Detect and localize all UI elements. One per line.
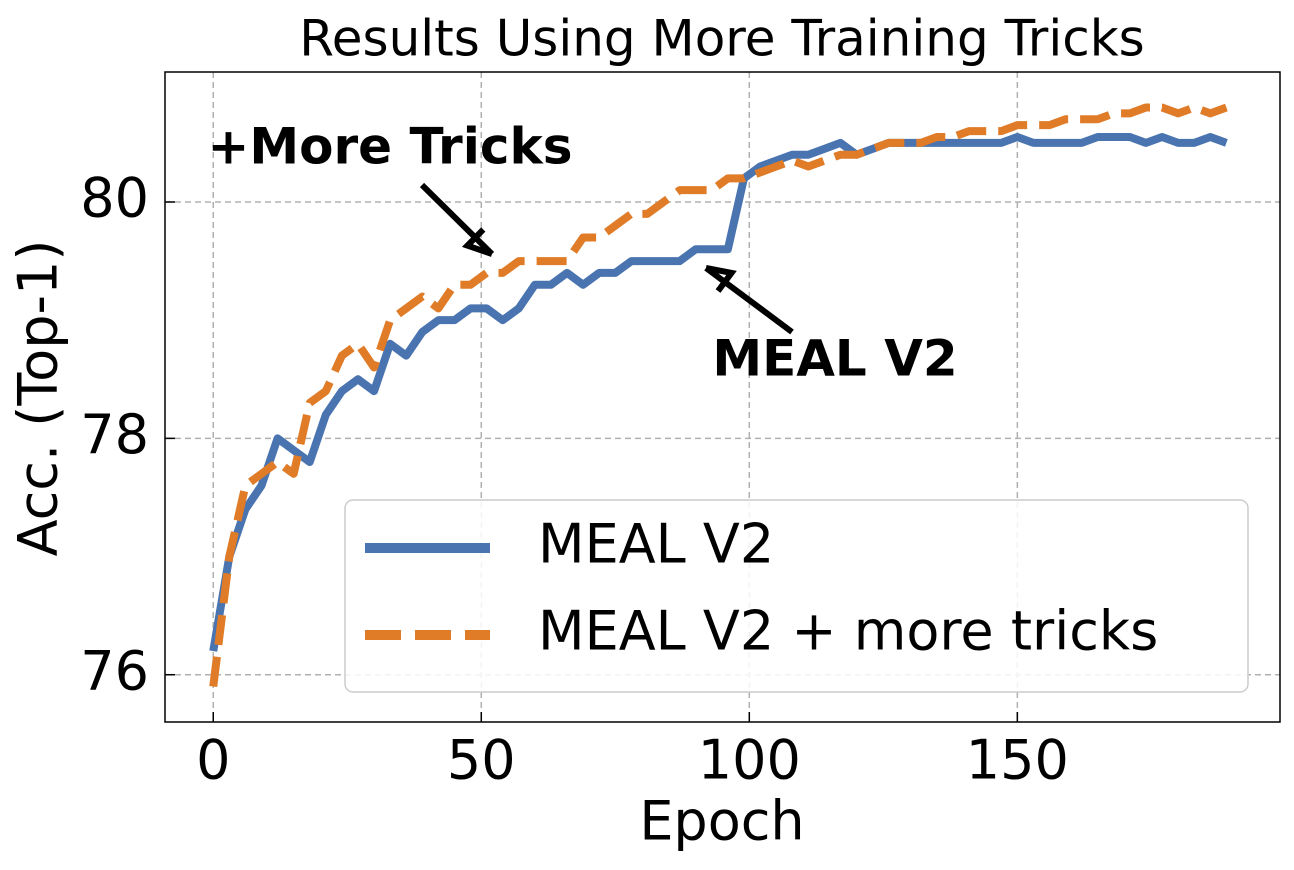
- x-tick-label: 50: [447, 729, 516, 792]
- series-line: [209, 103, 1228, 688]
- annotation-arrow: [704, 265, 794, 335]
- annotation: MEAL V2: [712, 330, 957, 388]
- y-axis-label: Acc. (Top-1): [7, 240, 70, 557]
- legend-box: [344, 499, 1249, 693]
- annotation: +More Tricks: [207, 118, 572, 176]
- legend-label: MEAL V2 + more tricks: [538, 600, 1158, 663]
- y-tick-label: 76: [80, 639, 149, 702]
- x-axis-label: Epoch: [639, 790, 804, 853]
- y-tick-label: 80: [80, 167, 149, 230]
- plot-frame: [164, 71, 1281, 723]
- x-tick-label: 100: [698, 729, 801, 792]
- annotation-arrowhead: [705, 265, 737, 293]
- chart-title: Results Using More Training Tricks: [299, 10, 1144, 68]
- y-tick-label: 78: [80, 403, 149, 466]
- annotation-arrowhead: [461, 227, 493, 257]
- x-tick-label: 150: [966, 729, 1069, 792]
- legend-label: MEAL V2: [538, 513, 774, 576]
- series-line: [209, 133, 1228, 652]
- annotation-arrow: [419, 182, 495, 257]
- x-tick-label: 0: [196, 729, 230, 792]
